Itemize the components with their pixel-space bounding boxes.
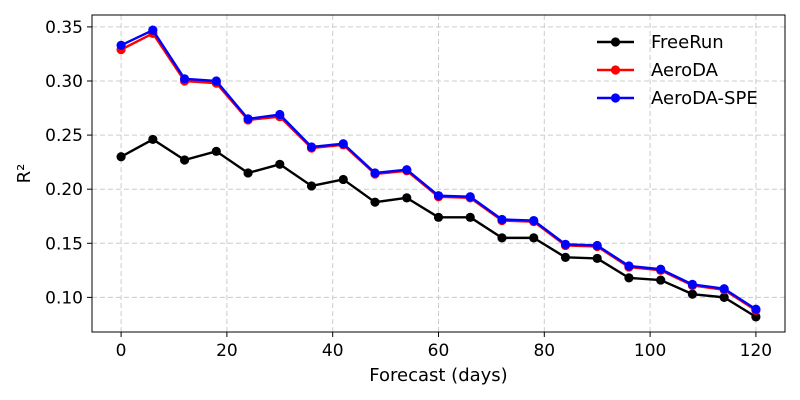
x-axis: 0 20 40 60 80 100 120 [116, 332, 772, 361]
data-point-freerun [211, 146, 221, 156]
data-point-aeroda-spe [687, 279, 698, 289]
x-tick-label: 120 [740, 341, 772, 361]
legend-label: AeroDA-SPE [651, 88, 758, 109]
legend-swatch-marker [610, 65, 621, 75]
data-point-freerun [656, 275, 666, 285]
data-point-freerun [687, 289, 698, 299]
series-aeroda-spe [116, 25, 761, 314]
legend-label: AeroDA [651, 60, 719, 81]
series-freerun [116, 134, 761, 322]
data-point-freerun [465, 212, 475, 222]
legend-item-freerun: FreeRun [597, 32, 724, 53]
data-point-freerun [275, 159, 285, 169]
data-point-freerun [497, 233, 507, 243]
data-point-aeroda-spe [497, 214, 507, 225]
data-point-aeroda-spe [719, 284, 729, 294]
data-point-aeroda-spe [211, 76, 221, 86]
legend-swatch-marker [610, 93, 621, 103]
data-point-aeroda-spe [656, 264, 666, 274]
data-point-aeroda-spe [624, 261, 634, 271]
data-point-freerun [719, 292, 729, 302]
x-axis-label: Forecast (days) [369, 365, 507, 386]
y-tick-label: 0.20 [45, 180, 83, 200]
legend: FreeRun AeroDA AeroDA-SPE [597, 32, 758, 109]
x-tick-label: 100 [634, 341, 666, 361]
data-point-freerun [560, 252, 571, 262]
data-point-freerun [306, 181, 317, 191]
data-point-freerun [402, 193, 412, 203]
data-point-aeroda-spe [306, 142, 317, 152]
series-layer [116, 25, 761, 322]
grid [92, 15, 785, 332]
data-point-aeroda-spe [560, 239, 571, 249]
y-tick-label: 0.15 [45, 234, 83, 254]
data-point-aeroda-spe [402, 165, 412, 175]
data-point-freerun [370, 197, 380, 207]
x-tick-label: 40 [322, 341, 344, 361]
x-tick-label: 60 [428, 341, 450, 361]
data-point-freerun [592, 253, 602, 264]
data-point-aeroda-spe [148, 25, 158, 35]
data-point-aeroda-spe [243, 114, 253, 124]
y-tick-label: 0.35 [45, 18, 83, 38]
data-point-aeroda-spe [433, 191, 444, 201]
data-point-aeroda-spe [465, 192, 475, 202]
data-point-freerun [529, 233, 539, 243]
data-point-aeroda-spe [116, 40, 126, 50]
y-tick-label: 0.25 [45, 126, 83, 146]
data-point-aeroda-spe [529, 215, 539, 226]
legend-swatch-marker [610, 37, 621, 47]
data-point-aeroda-spe [592, 240, 602, 251]
x-tick-label: 0 [116, 341, 127, 361]
data-point-aeroda-spe [338, 139, 348, 149]
data-point-aeroda-spe [751, 304, 761, 314]
data-point-freerun [624, 273, 634, 283]
data-point-aeroda-spe [370, 168, 380, 178]
data-point-freerun [179, 155, 190, 165]
data-point-aeroda-spe [179, 74, 190, 84]
legend-label: FreeRun [651, 32, 724, 53]
legend-item-aeroda: AeroDA [597, 60, 719, 81]
y-axis-label: R² [14, 164, 35, 184]
data-point-freerun [433, 212, 444, 222]
data-point-freerun [148, 134, 158, 145]
y-tick-label: 0.30 [45, 72, 83, 92]
data-point-aeroda-spe [275, 109, 285, 120]
x-tick-label: 20 [216, 341, 238, 361]
data-point-freerun [116, 152, 126, 162]
x-tick-label: 80 [533, 341, 555, 361]
data-point-freerun [338, 174, 348, 185]
y-axis: 0.10 0.15 0.20 0.25 0.30 0.35 [45, 18, 92, 308]
data-point-freerun [243, 168, 253, 178]
legend-item-aeroda-spe: AeroDA-SPE [597, 88, 758, 109]
data-point-freerun [751, 312, 761, 322]
y-tick-label: 0.10 [45, 288, 83, 308]
